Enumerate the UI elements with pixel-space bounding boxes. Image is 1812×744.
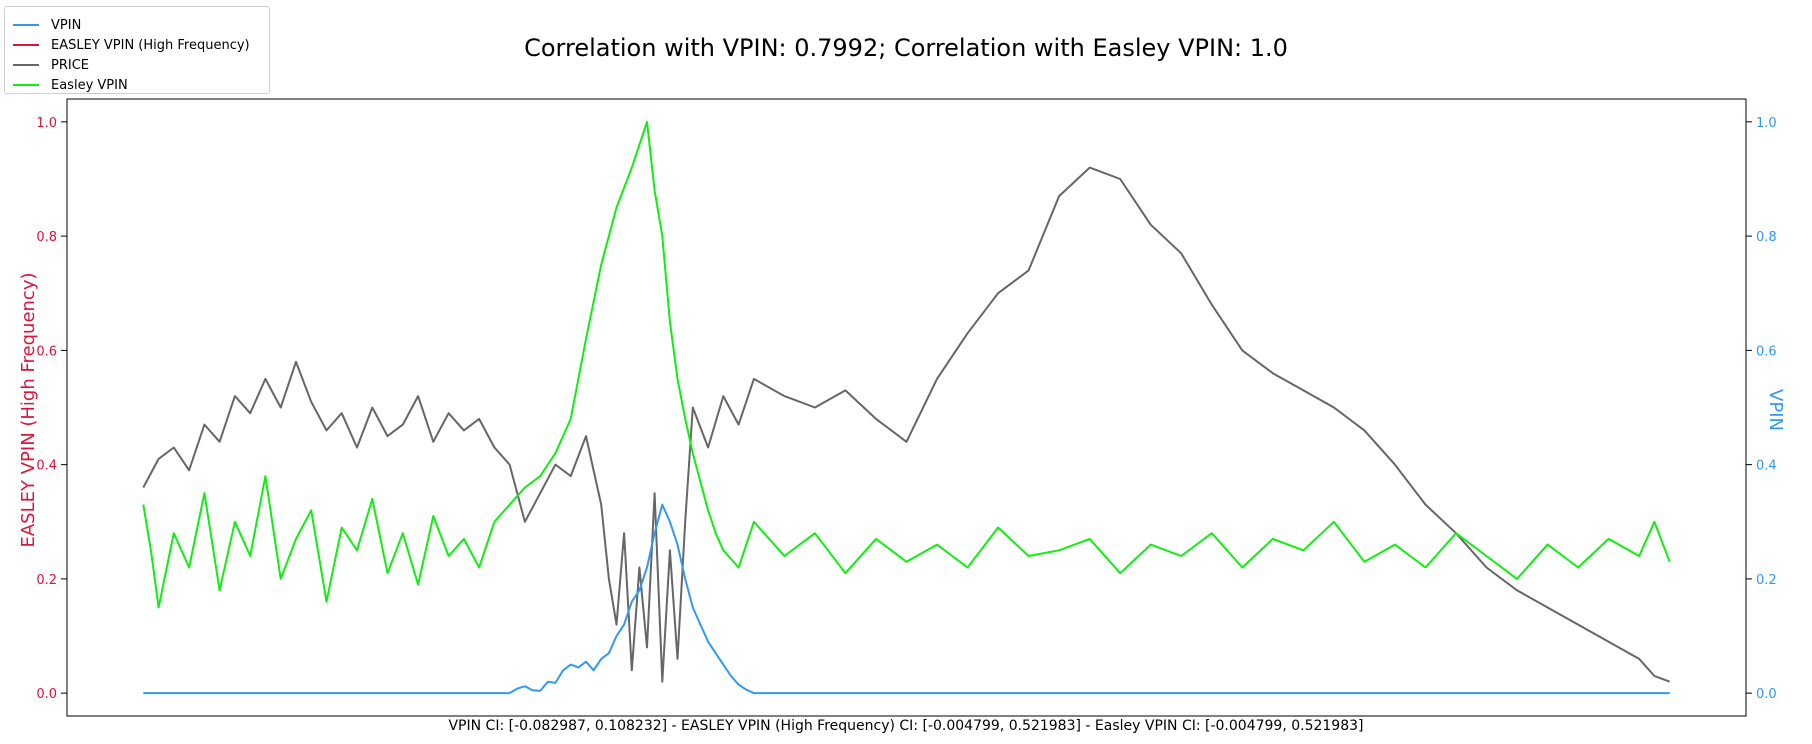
legend-label-easley: Easley VPIN (51, 77, 128, 93)
left-tick-label: 0.2 (36, 573, 57, 588)
legend-swatch-easley (13, 84, 39, 86)
right-axis: 0.0 0.2 0.4 0.6 0.8 1.0 (1746, 116, 1777, 702)
chart-caption: VPIN CI: [-0.082987, 0.108232] - EASLEY … (448, 718, 1364, 734)
right-tick-label: 0.6 (1756, 344, 1777, 359)
legend-item-vpin: VPIN (13, 16, 81, 34)
legend-label-vpin: VPIN (51, 17, 82, 33)
left-axis: 0.0 0.2 0.4 0.6 0.8 1.0 (36, 116, 67, 702)
series-line-easley-vpin (142, 120, 1671, 609)
y-axis-label-right: VPIN (1765, 389, 1786, 431)
plot-frame (66, 98, 1747, 717)
right-tick-label: 1.0 (1756, 116, 1777, 131)
legend-item-easley: Easley VPIN (13, 76, 128, 94)
left-tick-label: 1.0 (36, 116, 57, 131)
legend-label-easley-hf: EASLEY VPIN (High Frequency) (51, 37, 250, 53)
series-line-price (142, 166, 1671, 683)
plot-lines (142, 120, 1671, 695)
right-tick-label: 0.0 (1756, 687, 1777, 702)
left-tick-label: 0.0 (36, 687, 57, 702)
legend-swatch-vpin (13, 24, 39, 26)
legend-label-price: PRICE (51, 57, 89, 73)
left-tick-label: 0.6 (36, 344, 57, 359)
legend-swatch-price (13, 64, 39, 66)
legend-item-price: PRICE (13, 56, 89, 74)
right-tick-label: 0.4 (1756, 459, 1777, 474)
left-tick-label: 0.8 (36, 230, 57, 245)
y-axis-label-left: EASLEY VPIN (High Frequency) (18, 272, 39, 548)
right-tick-label: 0.2 (1756, 573, 1777, 588)
legend-item-easley-hf: EASLEY VPIN (High Frequency) (13, 36, 250, 54)
right-tick-label: 0.8 (1756, 230, 1777, 245)
left-tick-label: 0.4 (36, 459, 57, 474)
series-line-vpin (143, 503, 1670, 695)
legend: VPIN EASLEY VPIN (High Frequency) PRICE … (4, 6, 270, 94)
legend-swatch-easley-hf (13, 44, 39, 46)
chart-title: Correlation with VPIN: 0.7992; Correlati… (524, 34, 1288, 62)
